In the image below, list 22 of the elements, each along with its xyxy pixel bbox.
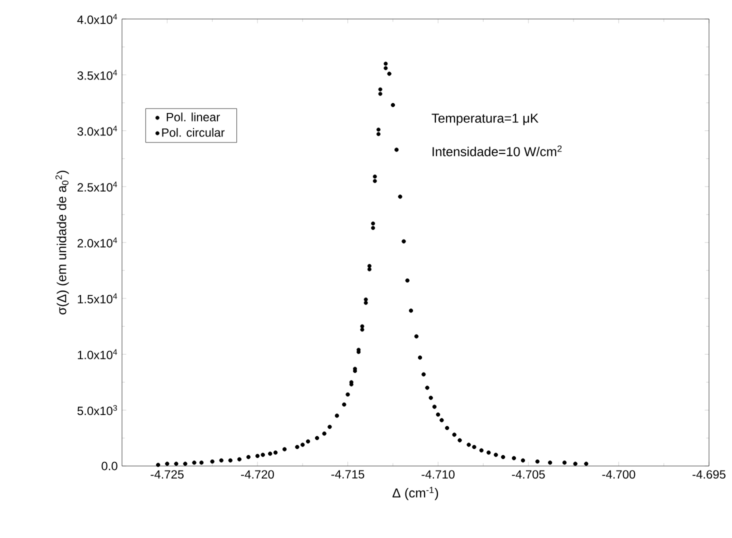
y-axis-title: σ(Δ) (em unidade de a$_{0}$$^{2}$) xyxy=(55,170,69,314)
annotation: Intensidade=10 W/cm$^{2}$ xyxy=(432,145,562,156)
y-tick-label: 3.5x10$^{4}$ xyxy=(77,70,118,80)
x-tick-label: -4.695 xyxy=(692,470,726,479)
legend-label: Pol. circular xyxy=(162,128,225,137)
y-tick-label: 4.0x10$^{4}$ xyxy=(77,14,118,24)
y-tick-label: 0.0 xyxy=(102,462,118,470)
x-tick-label: -4.720 xyxy=(241,470,274,479)
x-tick-label: -4.725 xyxy=(150,470,184,479)
x-tick-label: -4.715 xyxy=(331,470,364,479)
y-tick-label: 3.0x10$^{4}$ xyxy=(77,126,118,136)
x-axis-title: Δ (cm$^{-1}$) xyxy=(392,486,438,500)
x-tick-label: -4.705 xyxy=(512,470,545,479)
x-tick-label: -4.710 xyxy=(422,470,455,479)
y-tick-label: 2.0x10$^{4}$ xyxy=(78,238,118,248)
y-tick-label: 1.5x10$^{4}$ xyxy=(78,293,118,304)
y-tick-label: 5.0x10$^{3}$ xyxy=(77,405,117,416)
annotation: Temperatura=1 μK xyxy=(432,114,538,126)
y-tick-label: 1.0x10$^{4}$ xyxy=(78,349,118,360)
legend-label: Pol. linear xyxy=(166,112,220,122)
x-tick-label: -4.700 xyxy=(602,470,636,479)
y-tick-label: 2.5x10$^{4}$ xyxy=(78,182,118,192)
